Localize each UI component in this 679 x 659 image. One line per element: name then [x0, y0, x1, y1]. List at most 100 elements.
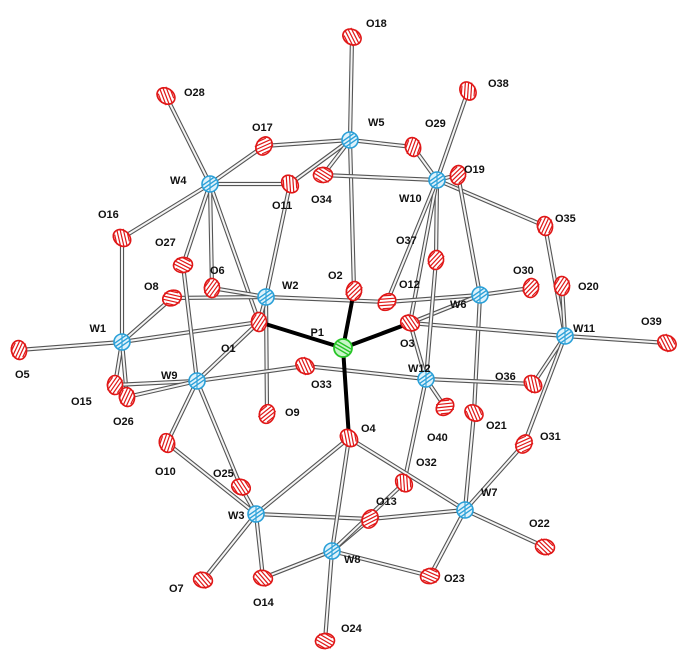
bond-w9-o26 [124, 378, 200, 400]
ellipsoid-octant [515, 434, 530, 453]
atom-label-o4: O4 [361, 423, 377, 435]
ellipsoid-hatch [255, 141, 273, 151]
ellipsoid-octant [419, 567, 441, 578]
ellipsoid-hatch [556, 328, 570, 339]
ellipsoid-hatch [469, 404, 479, 422]
atom-label-w1: W1 [90, 323, 107, 335]
ellipsoid-hatch [317, 167, 333, 178]
ellipsoid-hatch [368, 521, 378, 528]
ellipsoid-hatch [533, 374, 539, 392]
atom-label-o17: O17 [252, 122, 273, 134]
ellipsoid-hatch [436, 408, 454, 412]
ellipsoid-hatch [298, 359, 307, 376]
bond-core [523, 335, 566, 445]
ellipsoid-hatch [346, 428, 352, 448]
bond-w9-o10 [164, 378, 200, 446]
ellipsoid-hatch [665, 333, 675, 350]
bond-w4-o27 [180, 181, 213, 268]
ellipsoid-hatch [17, 343, 27, 360]
ellipsoid-hatch [467, 406, 475, 423]
ellipsoid-hatch [122, 228, 128, 246]
bond-w5-o11 [287, 137, 353, 187]
atom-w11 [556, 327, 574, 345]
ellipsoid-hatch [378, 297, 396, 301]
atom-w4 [201, 175, 219, 193]
atom-o15 [106, 374, 124, 396]
ellipsoid-hatch [412, 314, 419, 324]
bond-core [289, 139, 351, 185]
atom-o17 [254, 136, 274, 156]
ellipsoid-hatch [537, 216, 547, 233]
atom-o2 [345, 280, 363, 302]
bond-core [166, 442, 257, 515]
atom-o27 [172, 256, 194, 274]
ellipsoid-octant [522, 277, 533, 299]
ellipsoid-hatch [163, 433, 171, 453]
ellipsoid-hatch [669, 335, 676, 345]
ellipsoid-hatch [559, 280, 570, 296]
ellipsoid-hatch [165, 86, 173, 104]
ellipsoid-hatch [477, 405, 483, 416]
bond-w7-o4 [346, 435, 468, 513]
ellipsoid-hatch [436, 260, 445, 269]
atom-label-o27: O27 [155, 237, 176, 249]
ellipsoid-hatch [560, 333, 574, 344]
ellipsoid-hatch [422, 579, 433, 585]
bond-w12-o32 [401, 376, 429, 486]
bond-core [331, 550, 431, 577]
bond-w2-o11 [263, 181, 293, 300]
atom-o18 [342, 27, 362, 47]
ellipsoid-hatch [113, 334, 127, 345]
bond-w10-o37 [433, 177, 440, 263]
bond-w9-o15 [112, 378, 200, 388]
ellipsoid-hatch [361, 514, 379, 524]
ellipsoid-hatch [254, 573, 267, 587]
ellipsoid-hatch [162, 298, 180, 304]
bond-p1-o1 [257, 320, 345, 350]
atom-label-o30: O30 [513, 265, 534, 277]
ellipsoid-hatch [238, 477, 249, 493]
atom-layer [10, 27, 677, 650]
bond-w10-o12 [384, 177, 440, 305]
bond-core [348, 437, 466, 511]
ellipsoid-hatch [201, 176, 215, 187]
ellipsoid-hatch [471, 287, 485, 298]
ellipsoid-hatch [160, 433, 168, 451]
ellipsoid-hatch [521, 447, 532, 453]
ellipsoid-hatch [188, 373, 202, 384]
bond-core [196, 321, 260, 382]
ellipsoid-hatch [440, 412, 451, 415]
bond-w4-o1 [207, 181, 262, 325]
ellipsoid-hatch [349, 428, 355, 446]
bond-core [532, 335, 566, 385]
atom-label-o13: O13 [376, 496, 397, 508]
ellipsoid-hatch [259, 407, 275, 421]
ellipsoid-hatch [261, 321, 268, 330]
ellipsoid-hatch [288, 174, 292, 194]
bond-w1-o8 [119, 295, 175, 345]
ellipsoid-octant [361, 509, 375, 529]
ellipsoid-hatch [327, 548, 341, 559]
atom-o39 [657, 333, 677, 353]
bond-core [409, 294, 481, 324]
bond-w6-o19 [455, 172, 483, 298]
ellipsoid-hatch [164, 292, 182, 298]
bond-w3-o7 [200, 511, 259, 583]
ellipsoid-hatch [450, 167, 466, 183]
atom-o26 [118, 386, 136, 408]
ellipsoid-octant [250, 311, 260, 333]
ellipsoid-hatch [11, 340, 21, 357]
ellipsoid-hatch [251, 511, 265, 522]
ellipsoid-hatch [22, 347, 28, 358]
atom-label-o39: O39 [641, 316, 662, 328]
ellipsoid-hatch [543, 219, 553, 236]
atom-label-o29: O29 [425, 118, 446, 130]
ellipsoid-hatch [421, 571, 439, 581]
atom-label-o36: O36 [495, 371, 516, 383]
bond-core [196, 365, 306, 382]
atom-o3 [399, 313, 421, 333]
ellipsoid-octant [464, 407, 483, 422]
ellipsoid-hatch [463, 82, 467, 100]
atom-o34 [312, 166, 334, 184]
ellipsoid-hatch [291, 175, 295, 193]
